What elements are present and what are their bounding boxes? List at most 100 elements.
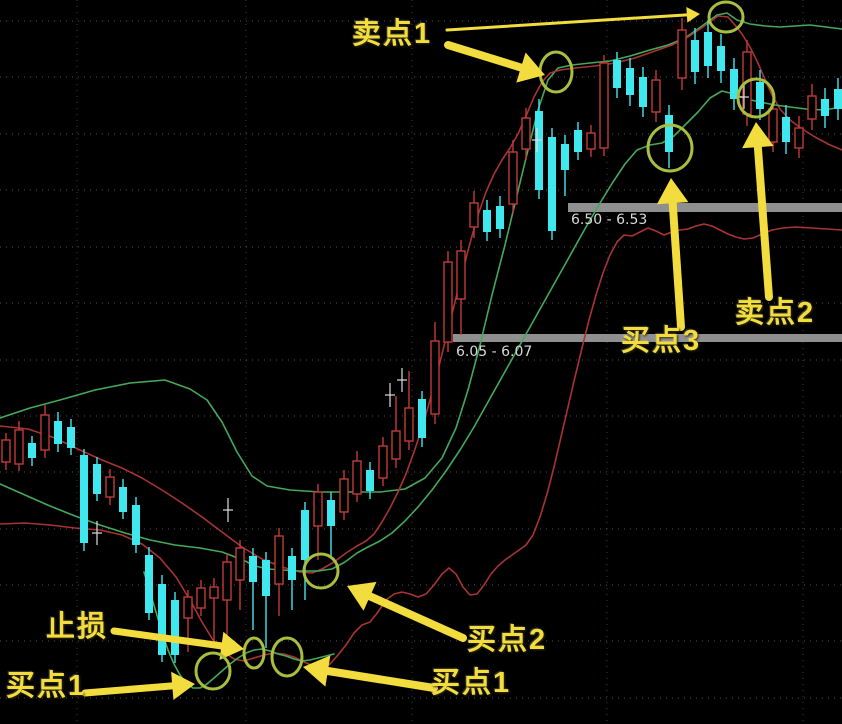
- signal-circle-sell_point_1: [707, 0, 745, 34]
- candle-body-up: [508, 151, 518, 205]
- candle-body-up: [14, 429, 24, 465]
- candle: [821, 88, 829, 128]
- candle-body-up: [456, 250, 466, 300]
- candle-body-up: [586, 132, 596, 150]
- candle: [665, 105, 673, 168]
- candle: [561, 135, 569, 196]
- candle: [327, 492, 335, 556]
- candle-body-up: [443, 261, 453, 343]
- candle: [730, 58, 738, 110]
- signal-circle-stop_loss: [242, 636, 266, 670]
- buy-point-1-main-label: 买点1: [431, 667, 512, 699]
- candle: [222, 554, 232, 640]
- candle-body-down: [834, 89, 842, 109]
- candle: [626, 58, 634, 106]
- candle: [80, 449, 88, 551]
- candle: [54, 412, 62, 452]
- candle-body-up: [599, 62, 609, 149]
- annotation-arrow-head: [303, 655, 331, 687]
- annotation-arrow-head: [686, 7, 700, 23]
- candle: [313, 484, 323, 560]
- candle-body-up: [430, 340, 440, 415]
- signal-circle-buy_point_1_main: [270, 636, 304, 678]
- candle-body-up: [768, 108, 778, 143]
- candle: [209, 578, 219, 648]
- candle: [145, 547, 153, 620]
- candle: [599, 55, 609, 156]
- candle: [404, 371, 414, 450]
- buy-point-1-left-label: 买点1: [6, 670, 87, 702]
- candle-body-down: [717, 46, 725, 71]
- candle: [586, 125, 596, 157]
- buy-point-3-label: 买点3: [621, 325, 702, 357]
- sell-point-1-label: 卖点1: [352, 18, 433, 50]
- candle-body-down: [67, 427, 75, 448]
- annotation-arrow-shaft: [365, 592, 467, 642]
- candle-body-down: [418, 399, 426, 438]
- buy-point-2-label: 买点2: [467, 624, 548, 656]
- candle-body-down: [28, 443, 36, 458]
- candle: [119, 479, 127, 519]
- candle: [782, 105, 790, 154]
- price-flag-label-high: 6.50 - 6.53: [571, 212, 648, 228]
- candle-body-down: [613, 60, 621, 88]
- candle: [704, 20, 712, 78]
- candle-body-down: [496, 206, 504, 229]
- candle: [548, 128, 556, 240]
- candle-body-up: [378, 445, 388, 479]
- candle-body-down: [366, 470, 374, 491]
- candle-body-down: [288, 556, 296, 580]
- candle: [483, 200, 491, 241]
- candle-body-up: [209, 586, 219, 599]
- candle: [249, 548, 257, 630]
- candle: [443, 251, 453, 352]
- candle-body-down: [483, 210, 491, 232]
- candle-body-down: [730, 69, 738, 99]
- indicator-line-upper-band-red: [0, 15, 842, 574]
- candle-body-up: [339, 478, 349, 513]
- candle-body-down: [782, 117, 790, 142]
- candle-body-up: [794, 127, 804, 149]
- annotation-arrow-shaft: [668, 199, 685, 331]
- annotation-arrow-head: [742, 122, 774, 149]
- candle: [535, 99, 543, 199]
- candle: [418, 391, 426, 447]
- candle-body-up: [469, 202, 479, 228]
- candle-body-down: [54, 421, 62, 444]
- candle: [574, 122, 582, 160]
- candle: [288, 548, 296, 610]
- candle-body-up: [677, 29, 687, 79]
- candle-body-down: [119, 487, 127, 512]
- candle-body-up: [222, 561, 232, 601]
- annotation-arrow-head: [219, 631, 244, 660]
- annotation-arrow-shaft: [444, 41, 525, 72]
- candle-body-down: [639, 77, 647, 107]
- price-flag-bar: [568, 203, 842, 212]
- candle-body-down: [301, 510, 309, 560]
- signal-circle-buy_point_3: [646, 123, 694, 173]
- candle: [677, 18, 687, 90]
- candle-body-up: [196, 587, 206, 609]
- candle: [14, 421, 24, 471]
- candle-body-down: [145, 555, 153, 613]
- candle: [105, 469, 115, 505]
- indicator-line-upper-band-green: [0, 12, 842, 493]
- candle: [132, 497, 140, 553]
- candle: [171, 592, 179, 663]
- indicator-line-lower-band-red: [0, 223, 842, 669]
- candle-body-up: [274, 535, 284, 585]
- candle: [521, 108, 531, 160]
- candle: [339, 470, 349, 520]
- doji-layer: [92, 85, 749, 545]
- candle: [469, 191, 479, 238]
- candle-body-down: [327, 500, 335, 526]
- candle: [28, 436, 36, 466]
- candle-body-up: [313, 491, 323, 527]
- indicator-lines-layer: [0, 12, 842, 689]
- candle: [352, 451, 362, 502]
- candle: [496, 196, 504, 238]
- stop-loss-label: 止损: [46, 611, 109, 643]
- candle: [301, 502, 309, 600]
- candle-body-down: [158, 584, 166, 655]
